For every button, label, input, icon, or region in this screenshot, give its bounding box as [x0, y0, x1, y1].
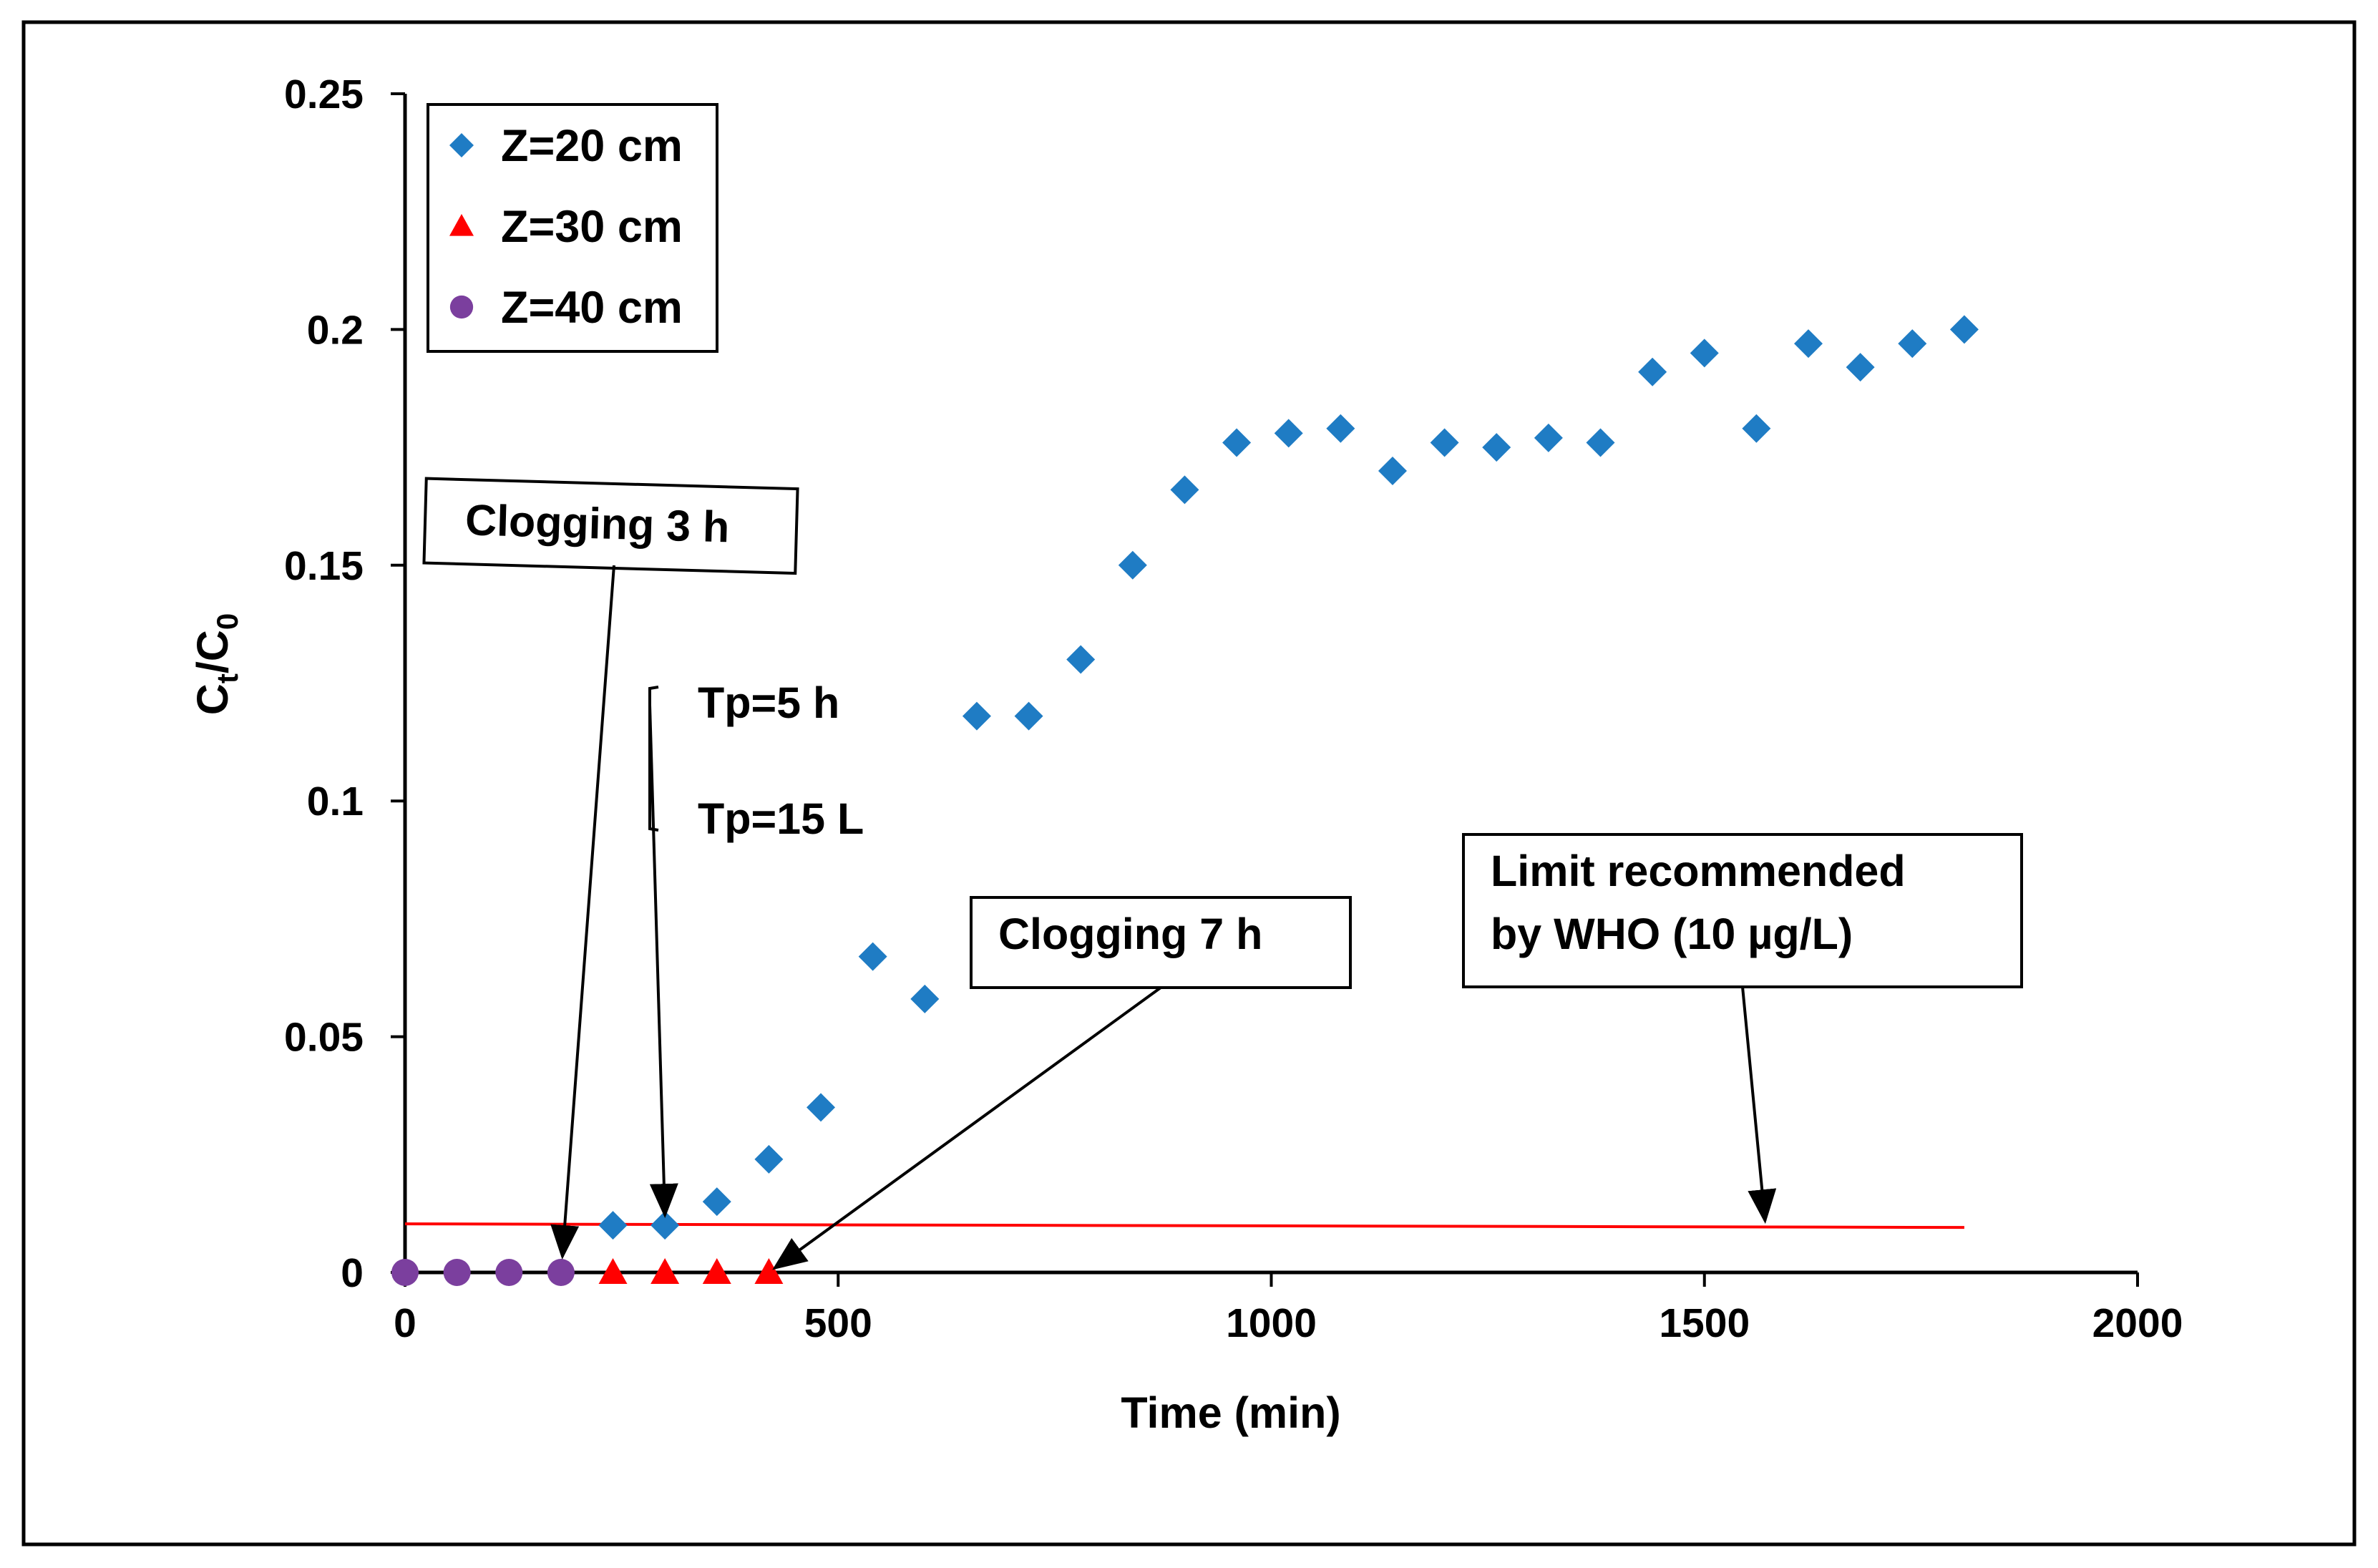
data-point-triangle: [702, 1258, 731, 1284]
y-tick-label: 0.25: [284, 72, 364, 117]
annotation-who-limit-box: [1462, 833, 2023, 988]
data-point-diamond: [1586, 428, 1615, 457]
data-point-diamond: [702, 1187, 731, 1217]
data-point-diamond: [858, 942, 887, 971]
data-point-triangle: [754, 1258, 784, 1284]
data-point-diamond: [754, 1144, 784, 1174]
x-tick-label: 2000: [2092, 1300, 2183, 1346]
y-axis-title: Ct/C0: [188, 613, 244, 715]
data-point-diamond: [1846, 353, 1875, 382]
data-point-diamond: [1898, 329, 1927, 359]
figure-border: [21, 20, 2357, 1547]
data-point-diamond: [1378, 457, 1407, 486]
data-point-diamond: [1066, 645, 1096, 674]
annotation-clogging-3h: Clogging 3 h: [422, 477, 799, 575]
data-point-diamond: [1430, 428, 1459, 457]
legend-marker-triangle: [449, 214, 474, 236]
x-tick-label: 0: [394, 1300, 416, 1346]
annotation-clogging-7h-arrow: [772, 986, 1162, 1270]
annotation-clogging-3h-box: [422, 477, 799, 575]
data-point-diamond: [807, 1093, 836, 1122]
x-tick-label: 1500: [1659, 1300, 1750, 1346]
annotation-clogging-7h-text: Clogging 7 h: [998, 910, 1262, 958]
data-point-diamond: [1534, 423, 1563, 452]
data-point-diamond: [1014, 701, 1043, 731]
ticks: 0 0.05 0.1 0.15 0.2 0.25 0 500 1000 1500 2000: [284, 72, 2183, 1346]
legend-label: Z=40 cm: [501, 283, 683, 333]
legend-marker-circle: [449, 295, 474, 319]
data-point-diamond: [1742, 414, 1771, 443]
data-point-circle: [443, 1259, 471, 1286]
data-point-diamond: [1949, 315, 1979, 344]
y-tick-label: 0: [341, 1250, 364, 1296]
y-axis-title-slash: /C: [188, 630, 237, 673]
y-tick-label: 0.2: [307, 307, 364, 353]
legend-label: Z=30 cm: [501, 202, 683, 252]
data-point-triangle: [650, 1258, 680, 1284]
legend-box: [427, 103, 718, 353]
data-point-diamond: [598, 1211, 628, 1240]
annotation-clogging-7h-box: [970, 896, 1352, 989]
y-axis-title-sub-0: 0: [210, 613, 244, 630]
data-point-diamond: [1274, 419, 1303, 448]
annotation-who-limit-text: by WHO (10 µg/L): [1491, 910, 1853, 958]
data-point-diamond: [1326, 414, 1355, 443]
annotation-who-limit-text: Limit recommended: [1491, 847, 1906, 895]
y-axis-title-sub-t: t: [210, 673, 244, 683]
legend-marker-diamond: [449, 133, 474, 157]
x-tick-label: 1000: [1226, 1300, 1317, 1346]
data-point-diamond: [1222, 428, 1252, 457]
data-point-circle: [547, 1259, 575, 1286]
annotations: Clogging 3 h Tp=5 h Tp=15 L Clogging 7 h Lim…: [422, 477, 2023, 1270]
data-point-diamond: [1690, 339, 1719, 368]
annotation-who-limit-arrow: [1741, 986, 1777, 1224]
annotation-tp-5h-text: Tp=5 h: [698, 678, 839, 727]
data-point-diamond: [1118, 550, 1147, 580]
x-axis-title: Time (min): [1121, 1388, 1340, 1437]
legend-label: Z=20 cm: [501, 121, 683, 171]
x-tick-label: 500: [804, 1300, 872, 1346]
annotation-tp-15l-text: Tp=15 L: [698, 794, 864, 843]
data-point-diamond: [910, 984, 940, 1013]
data-point-diamond: [1482, 433, 1511, 462]
data-point-circle: [495, 1259, 523, 1286]
annotation-clogging-3h-arrow: [550, 565, 615, 1260]
data-point-diamond: [650, 1211, 680, 1240]
annotation-tp-arrow: [648, 704, 678, 1219]
data-points: [391, 315, 1979, 1286]
y-tick-label: 0.15: [284, 543, 364, 589]
data-point-circle: [391, 1259, 419, 1286]
y-tick-label: 0.1: [307, 779, 364, 824]
data-point-triangle: [598, 1258, 628, 1284]
legend: Z=20 cm Z=30 cm Z=40 cm: [427, 103, 718, 353]
data-point-diamond: [1638, 357, 1667, 386]
annotation-clogging-3h-text: Clogging 3 h: [464, 495, 730, 551]
data-point-diamond: [1170, 475, 1199, 505]
y-tick-label: 0.05: [284, 1015, 364, 1061]
data-point-diamond: [962, 701, 991, 731]
data-point-diamond: [1794, 329, 1823, 359]
